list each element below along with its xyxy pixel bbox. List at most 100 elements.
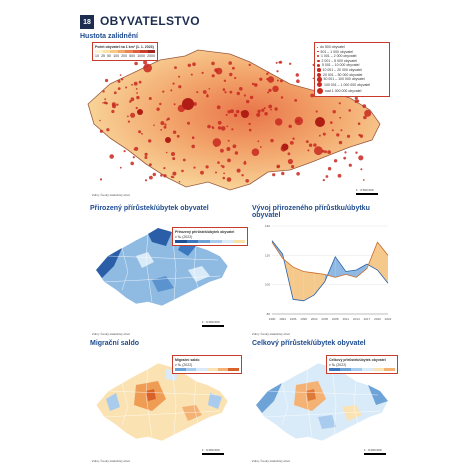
settlement-dot: [152, 172, 156, 177]
settlement-dot: [327, 167, 332, 171]
settlement-dot: [228, 61, 232, 65]
settlement-dot: [193, 166, 196, 169]
settlement-dot: [296, 79, 300, 83]
settlement-dot: [331, 129, 334, 132]
settlement-dot: [330, 121, 333, 124]
settlement-dot: [264, 112, 268, 116]
settlement-dot: [338, 140, 343, 145]
settlement-dot: [291, 165, 295, 169]
settlement-dot: [104, 98, 107, 101]
natural-increase-legend: Přirozený přírůstek/úbytek obyvatel v ‰ …: [172, 227, 248, 246]
settlement-dot: [191, 136, 195, 139]
settlement-dot: [357, 122, 361, 125]
settlement-dot: [117, 87, 121, 90]
settlement-dot: [102, 90, 105, 93]
settlement-dot: [332, 110, 336, 114]
settlement-dot: [236, 168, 241, 173]
settlement-dot: [111, 102, 116, 107]
settlement-dot: [143, 63, 152, 73]
settlement-dot: [163, 174, 167, 178]
settlement-dot: [272, 85, 279, 92]
settlement-legend: do 500 obyvatel 501 – 1 000 obyvatel 1 0…: [314, 42, 390, 98]
settlement-dot: [181, 169, 184, 173]
settlement-dot: [276, 79, 279, 82]
settlement-dot: [130, 112, 136, 118]
x-tick-label: 2014: [353, 317, 360, 321]
settlement-dot: [178, 75, 181, 78]
settlement-dot: [325, 175, 329, 178]
page-number: 18: [80, 15, 94, 29]
x-tick-label: 1996: [290, 317, 297, 321]
x-tick-label: 2002: [311, 317, 318, 321]
area-segment: [303, 271, 315, 301]
settlement-dot: [170, 89, 173, 92]
settlement-dot: [289, 62, 292, 65]
settlement-dot: [270, 108, 272, 111]
settlement-dot: [337, 173, 342, 178]
natural-increase-title: Přirozený přírůstek/úbytek obyvatel: [90, 205, 209, 212]
natural-increase-scale: 1 : 9 000 000: [202, 320, 224, 327]
settlement-dot: [280, 96, 284, 99]
settlement-dot: [182, 158, 186, 162]
settlement-dot: [312, 77, 315, 80]
settlement-dot: [135, 106, 138, 110]
settlement-dot: [278, 61, 281, 64]
settlement-dot: [130, 97, 135, 102]
settlement-dot: [201, 71, 204, 74]
settlement-dot: [267, 76, 275, 83]
settlement-dot: [172, 157, 176, 161]
x-tick-label: 2020: [374, 317, 381, 321]
settlement-dot: [236, 91, 240, 96]
settlement-dot: [327, 150, 331, 154]
settlement-dot: [212, 138, 221, 147]
settlement-dot: [314, 146, 323, 156]
series-line-1: [271, 241, 389, 278]
total-increase-scale: 1 : 9 000 000: [364, 448, 386, 455]
czech-outline: [87, 49, 381, 191]
settlement-dot: [178, 85, 182, 89]
settlement-dot: [294, 99, 298, 102]
settlement-dot: [160, 129, 163, 131]
x-tick-label: 2017: [364, 317, 371, 321]
settlement-dot: [123, 150, 126, 153]
density-map-title: Hustota zalidnění: [80, 33, 138, 40]
settlement-dot: [129, 100, 132, 103]
total-increase-map: [255, 362, 389, 442]
settlement-dot: [173, 103, 176, 106]
settlement-dot: [245, 179, 249, 183]
density-map: [87, 49, 381, 191]
area-segment: [293, 267, 304, 301]
settlement-dot: [208, 88, 211, 90]
settlement-dot: [243, 161, 247, 165]
settlement-dot: [256, 112, 261, 117]
settlement-dot: [227, 139, 230, 142]
settlement-dot: [120, 78, 124, 81]
settlement-dot: [159, 102, 162, 106]
settlement-dot: [214, 68, 219, 72]
settlement-dot: [200, 170, 204, 175]
settlement-dot: [222, 88, 226, 91]
settlement-dot: [360, 168, 363, 171]
settlement-dot: [232, 66, 235, 70]
density-ramp: [95, 50, 155, 53]
settlement-dot: [191, 144, 195, 149]
settlement-dot: [211, 126, 214, 128]
settlement-dot: [344, 151, 347, 154]
density-legend-title: Počet obyvatel na 1 km² (1. 1. 2023): [95, 45, 154, 49]
settlement-dot: [280, 79, 283, 83]
settlement-dot: [187, 121, 190, 125]
settlement-dot: [193, 102, 197, 106]
settlement-dot: [241, 174, 244, 177]
settlement-dot: [257, 140, 260, 143]
settlement-dot: [259, 146, 262, 148]
settlement-dots: [99, 60, 372, 183]
total-increase-source: Zdroj: Český statistický úřad: [252, 459, 290, 463]
settlement-dot: [174, 66, 177, 69]
settlement-dot: [207, 124, 211, 129]
settlement-dot: [187, 63, 191, 67]
settlement-dot: [138, 130, 142, 134]
settlement-dot: [340, 129, 343, 132]
settlement-dot: [99, 119, 101, 122]
y-tick-label: 120: [265, 253, 270, 257]
settlement-dot: [343, 156, 347, 160]
